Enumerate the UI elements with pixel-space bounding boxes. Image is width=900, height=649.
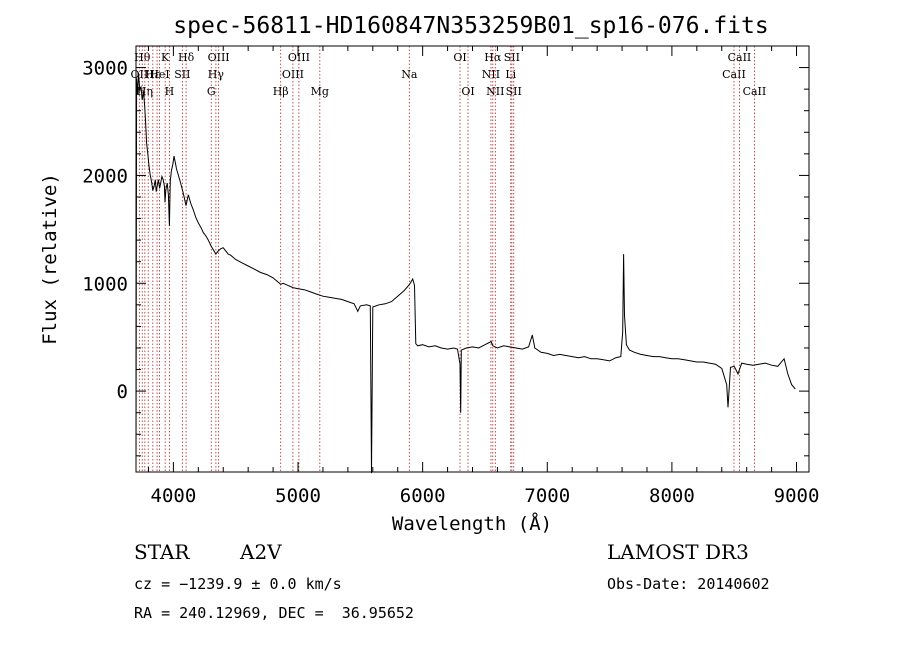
line-marker-label: OIII [288, 51, 310, 64]
line-marker-label: CaII [743, 85, 767, 98]
spectral-line-markers: OIIHθHηHεHeIKHSIIHδGHγOIIIHβOIIIOIIIMgNa… [131, 46, 767, 472]
axes: 4000 5000 6000 7000 8000 9000 0 1000 2000 3000 [82, 45, 820, 507]
line-marker-label: Hα [484, 51, 502, 64]
line-marker-label: HeI [149, 68, 169, 81]
line-marker-label: Li [505, 68, 516, 81]
y-tick-label: 0 [117, 381, 128, 403]
line-marker-label: NII [482, 68, 500, 81]
sky-coordinates: RA = 240.12969, DEC = 36.95652 [134, 604, 414, 622]
x-tick-label: 7000 [524, 485, 570, 507]
line-marker-label: OI [461, 85, 474, 98]
y-tick-label: 3000 [82, 58, 128, 80]
line-marker-label: H [165, 85, 175, 98]
chart-title: spec-56811-HD160847N353259B01_sp16-076.f… [173, 13, 768, 39]
line-marker-label: Hθ [134, 51, 151, 64]
line-marker-label: NII [486, 85, 504, 98]
line-marker-label: G [207, 85, 216, 98]
line-marker-label: OIII [282, 68, 304, 81]
y-tick-label: 1000 [82, 273, 128, 295]
x-tick-label: 9000 [774, 485, 820, 507]
line-marker-label: OI [453, 51, 466, 64]
line-marker-label: Hβ [273, 85, 289, 98]
line-marker-label: SII [504, 51, 520, 64]
line-marker-label: SII [506, 85, 522, 98]
x-tick-label: 5000 [275, 485, 321, 507]
line-marker-label: OIII [208, 51, 230, 64]
spectral-subclass: A2V [240, 540, 282, 564]
spectrum-line [135, 72, 796, 474]
x-tick-label: 4000 [151, 485, 197, 507]
plot-frame [135, 45, 810, 473]
observation-date: Obs-Date: 20140602 [607, 575, 770, 593]
redshift-velocity: cz = −1239.9 ± 0.0 km/s [134, 575, 342, 593]
x-tick-label: 6000 [400, 485, 446, 507]
line-marker-label: CaII [722, 68, 746, 81]
y-tick-label: 2000 [82, 165, 128, 187]
object-type: STAR [134, 540, 190, 564]
line-marker-label: Hδ [178, 51, 195, 64]
line-marker-label: SII [174, 68, 190, 81]
line-marker-label: K [161, 51, 170, 64]
x-tick-label: 8000 [649, 485, 695, 507]
x-axis-label: Wavelength (Å) [392, 512, 552, 535]
line-marker-label: Na [401, 68, 418, 81]
line-marker-label: OII [131, 68, 149, 81]
line-marker-label: Hγ [208, 68, 225, 81]
line-marker-label: Mg [311, 85, 329, 98]
survey-name: LAMOST DR3 [607, 540, 749, 564]
line-marker-label: CaII [728, 51, 752, 64]
y-axis-label: Flux (relative) [39, 173, 61, 345]
